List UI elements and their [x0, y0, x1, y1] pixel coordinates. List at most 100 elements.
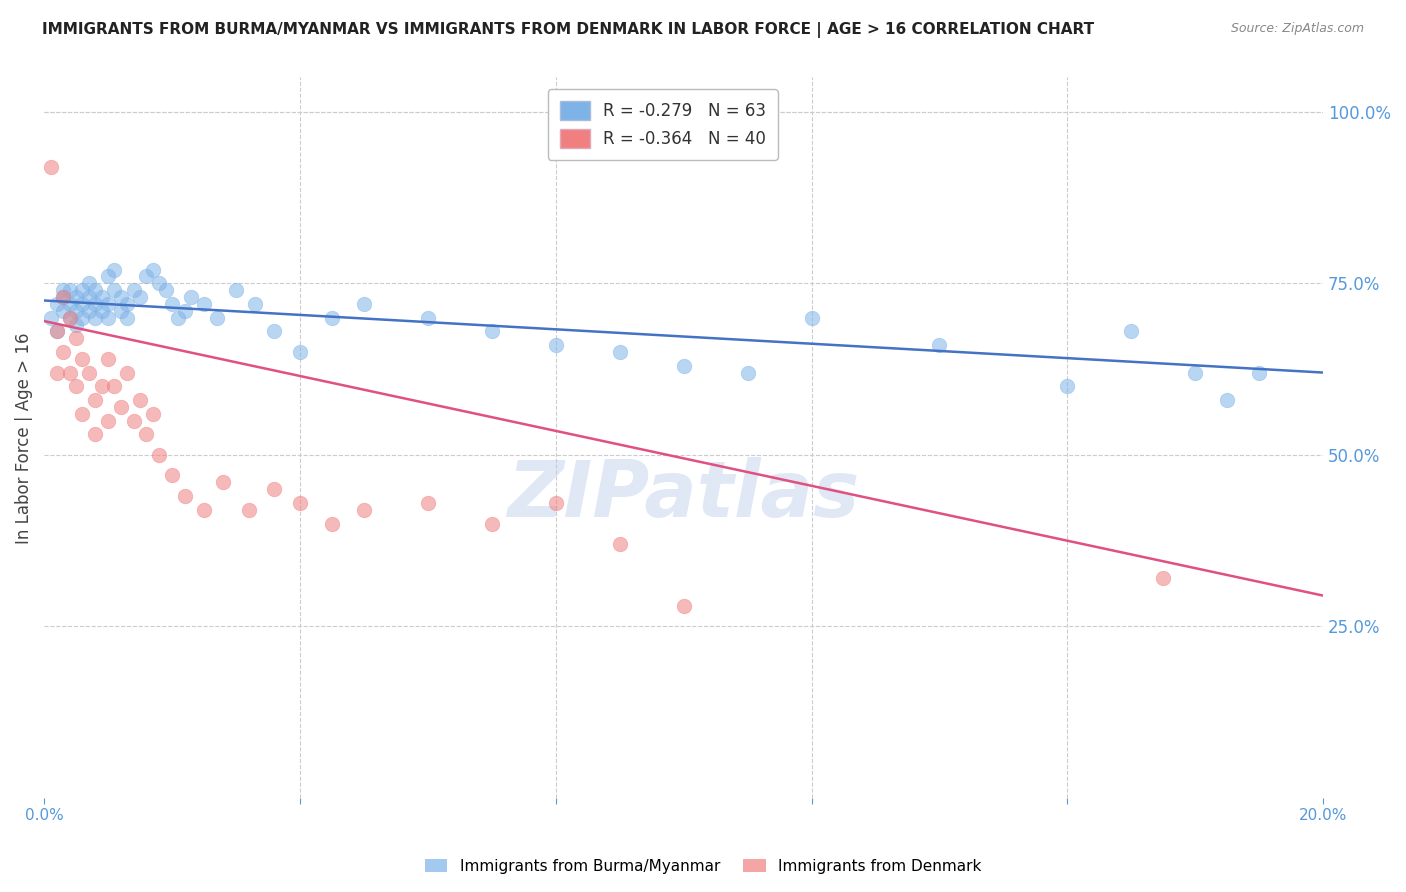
Point — [103, 262, 125, 277]
Legend: Immigrants from Burma/Myanmar, Immigrants from Denmark: Immigrants from Burma/Myanmar, Immigrant… — [419, 853, 987, 880]
Point — [135, 269, 157, 284]
Point — [52, 290, 75, 304]
Y-axis label: In Labor Force | Age > 16: In Labor Force | Age > 16 — [15, 332, 32, 543]
Point — [39, 310, 62, 325]
Point — [160, 468, 183, 483]
Point — [97, 269, 120, 284]
Point — [77, 303, 100, 318]
Point — [737, 366, 759, 380]
Point — [59, 366, 82, 380]
Point — [65, 303, 87, 318]
Point — [1152, 571, 1174, 585]
Point — [117, 297, 139, 311]
Point — [1184, 366, 1206, 380]
Point — [155, 283, 177, 297]
Point — [173, 303, 195, 318]
Point — [544, 496, 567, 510]
Point — [84, 392, 107, 407]
Point — [117, 310, 139, 325]
Point — [173, 489, 195, 503]
Point — [45, 324, 67, 338]
Point — [65, 290, 87, 304]
Point — [180, 290, 202, 304]
Point — [117, 366, 139, 380]
Point — [110, 400, 132, 414]
Point — [321, 310, 343, 325]
Point — [77, 277, 100, 291]
Point — [193, 503, 215, 517]
Point — [72, 283, 94, 297]
Point — [90, 290, 112, 304]
Point — [416, 310, 439, 325]
Point — [90, 379, 112, 393]
Point — [142, 407, 165, 421]
Point — [45, 297, 67, 311]
Point — [167, 310, 190, 325]
Point — [72, 310, 94, 325]
Point — [238, 503, 260, 517]
Point — [72, 407, 94, 421]
Point — [84, 310, 107, 325]
Point — [609, 345, 631, 359]
Point — [77, 290, 100, 304]
Point — [1121, 324, 1143, 338]
Point — [39, 160, 62, 174]
Point — [263, 482, 285, 496]
Point — [672, 359, 695, 373]
Point — [52, 345, 75, 359]
Point — [288, 345, 311, 359]
Point — [77, 366, 100, 380]
Point — [52, 303, 75, 318]
Point — [353, 297, 375, 311]
Point — [59, 310, 82, 325]
Point — [928, 338, 950, 352]
Point — [148, 277, 170, 291]
Point — [45, 366, 67, 380]
Text: ZIPatlas: ZIPatlas — [508, 458, 859, 533]
Point — [225, 283, 247, 297]
Point — [65, 379, 87, 393]
Point — [263, 324, 285, 338]
Point — [97, 351, 120, 366]
Point — [110, 303, 132, 318]
Point — [97, 414, 120, 428]
Point — [800, 310, 823, 325]
Point — [65, 318, 87, 332]
Point — [148, 448, 170, 462]
Point — [243, 297, 266, 311]
Point — [481, 324, 503, 338]
Point — [72, 351, 94, 366]
Point — [110, 290, 132, 304]
Point — [122, 283, 145, 297]
Point — [135, 427, 157, 442]
Point — [609, 537, 631, 551]
Point — [59, 297, 82, 311]
Point — [97, 310, 120, 325]
Point — [65, 331, 87, 345]
Point — [103, 283, 125, 297]
Point — [90, 303, 112, 318]
Text: Source: ZipAtlas.com: Source: ZipAtlas.com — [1230, 22, 1364, 36]
Point — [193, 297, 215, 311]
Point — [544, 338, 567, 352]
Point — [212, 475, 235, 490]
Point — [1216, 392, 1239, 407]
Point — [52, 283, 75, 297]
Point — [97, 297, 120, 311]
Point — [416, 496, 439, 510]
Point — [84, 297, 107, 311]
Point — [142, 262, 165, 277]
Point — [129, 290, 152, 304]
Point — [353, 503, 375, 517]
Point — [84, 427, 107, 442]
Text: IMMIGRANTS FROM BURMA/MYANMAR VS IMMIGRANTS FROM DENMARK IN LABOR FORCE | AGE > : IMMIGRANTS FROM BURMA/MYANMAR VS IMMIGRA… — [42, 22, 1094, 38]
Point — [52, 290, 75, 304]
Point — [72, 297, 94, 311]
Point — [288, 496, 311, 510]
Point — [129, 392, 152, 407]
Point — [59, 283, 82, 297]
Point — [122, 414, 145, 428]
Point — [321, 516, 343, 531]
Point — [84, 283, 107, 297]
Point — [481, 516, 503, 531]
